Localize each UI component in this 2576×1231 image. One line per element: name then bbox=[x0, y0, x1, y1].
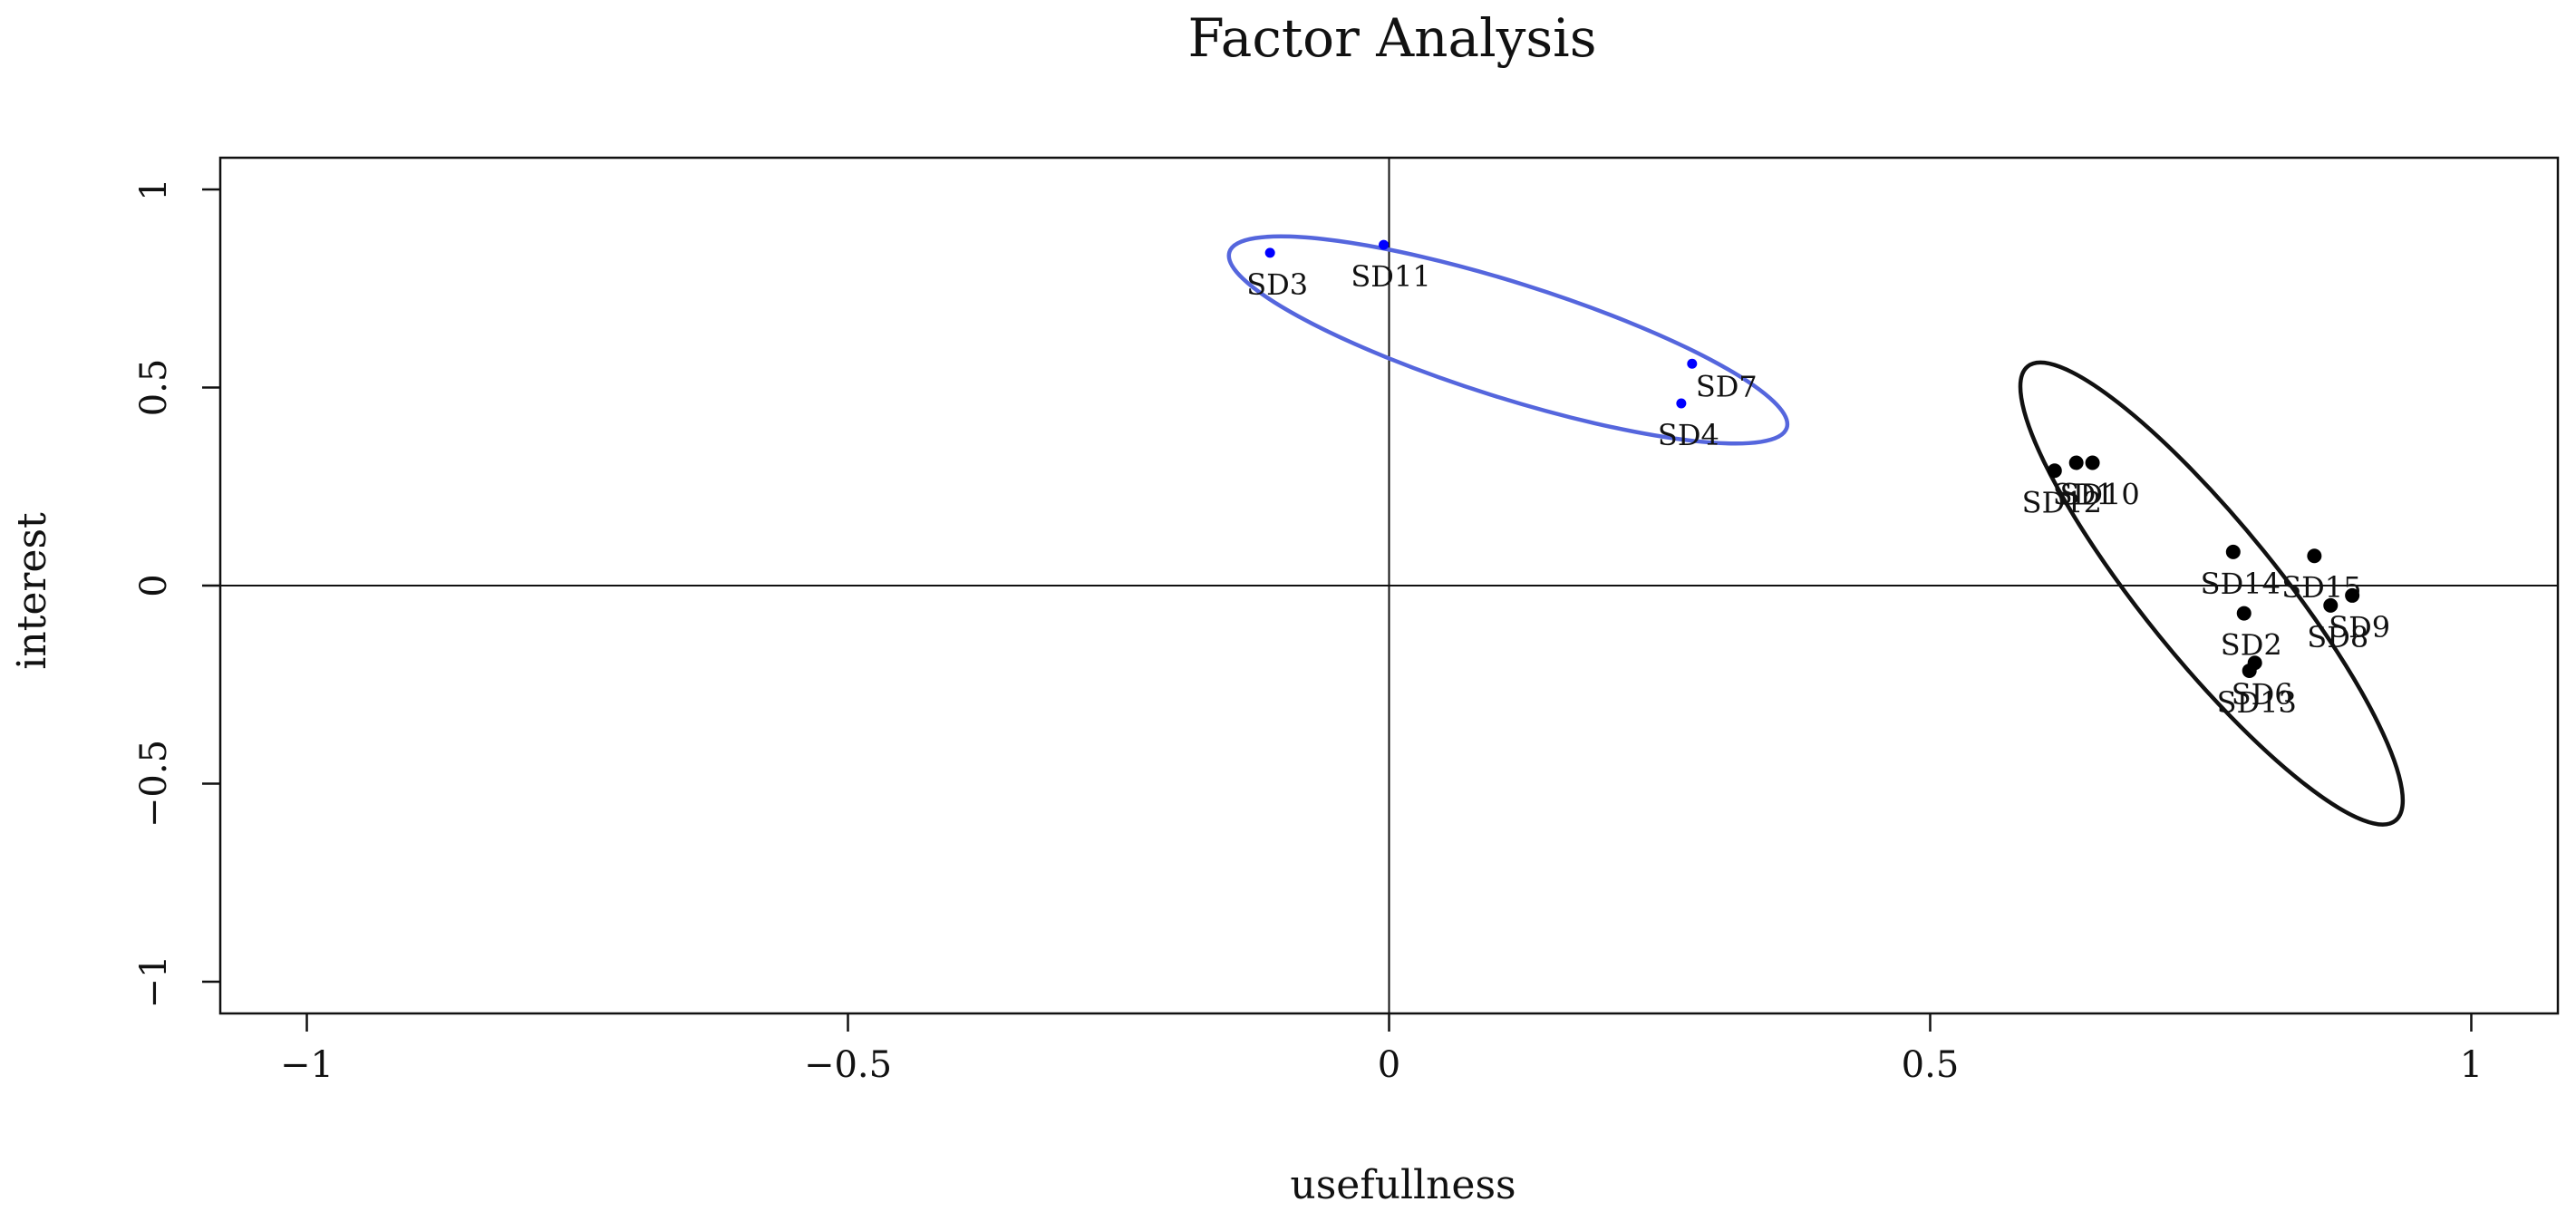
data-point bbox=[2047, 463, 2062, 479]
data-point-label: SD10 bbox=[2059, 478, 2139, 512]
x-tick-label: 0 bbox=[1378, 1044, 1400, 1086]
data-point bbox=[2068, 455, 2084, 470]
cluster-ellipse bbox=[2018, 360, 2406, 827]
x-tick-label: 1 bbox=[2460, 1044, 2483, 1086]
data-point-label: SD11 bbox=[1351, 259, 1430, 294]
x-axis-title: usefullness bbox=[1290, 1162, 1516, 1208]
data-point bbox=[2085, 455, 2100, 470]
data-point bbox=[2242, 663, 2257, 678]
y-axis-title: interest bbox=[9, 512, 55, 670]
data-point bbox=[1379, 239, 1390, 250]
chart-title: Factor Analysis bbox=[1188, 7, 1597, 69]
data-point bbox=[2345, 587, 2360, 603]
data-point bbox=[2225, 544, 2241, 559]
data-point-label: SD8 bbox=[2307, 620, 2368, 654]
y-tick-label: 1 bbox=[133, 178, 175, 200]
data-point-label: SD14 bbox=[2201, 567, 2281, 601]
data-point-label: SD1 bbox=[2053, 478, 2115, 512]
x-tick-label: −0.5 bbox=[804, 1044, 892, 1086]
cluster-ellipse bbox=[1226, 234, 1790, 446]
data-point-label: SD2 bbox=[2221, 628, 2282, 663]
data-point-label: SD6 bbox=[2232, 677, 2293, 712]
data-point bbox=[2307, 548, 2322, 564]
data-point-label: SD12 bbox=[2022, 485, 2102, 519]
data-point bbox=[1676, 398, 1687, 409]
data-point-label: SD4 bbox=[1658, 418, 1719, 452]
x-tick-label: −1 bbox=[280, 1044, 334, 1086]
data-point bbox=[1687, 358, 1698, 369]
data-point-label: SD7 bbox=[1696, 369, 1758, 403]
data-point-label: SD3 bbox=[1246, 267, 1308, 302]
y-tick-label: −0.5 bbox=[133, 740, 175, 828]
data-point-label: SD9 bbox=[2329, 610, 2390, 645]
data-point-label: SD13 bbox=[2217, 685, 2297, 720]
y-tick-label: −1 bbox=[133, 955, 175, 1009]
data-point bbox=[2236, 606, 2252, 621]
data-point bbox=[2323, 597, 2339, 613]
y-tick-label: 0.5 bbox=[133, 359, 175, 417]
y-tick-label: 0 bbox=[133, 574, 175, 596]
data-point bbox=[1264, 247, 1275, 258]
x-tick-label: 0.5 bbox=[1902, 1044, 1960, 1086]
